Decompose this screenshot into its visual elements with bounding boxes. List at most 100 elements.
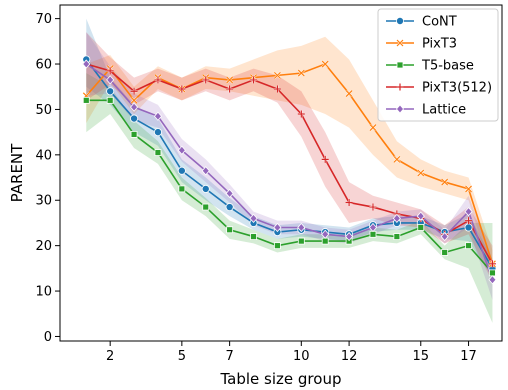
x-tick-label: 5 [178, 349, 186, 364]
y-tick-label: 0 [44, 330, 52, 345]
point-pixt3-512 [273, 85, 281, 93]
legend-item-pixt3-512: PixT3(512) [386, 81, 492, 96]
legend-label: PixT3 [422, 37, 457, 52]
point-t5-base [130, 131, 138, 138]
band-pixt3 [86, 36, 493, 278]
legend-marker [396, 61, 404, 69]
point-pixt3-512 [465, 217, 473, 225]
point-t5-base [321, 237, 329, 245]
legend-marker [396, 39, 404, 47]
point-t5-base [178, 185, 186, 193]
y-tick-label: 10 [35, 285, 52, 300]
point-pixt3-512 [321, 155, 329, 163]
x-axis: 2 5 7 10 12 15 17 [106, 341, 477, 364]
point-pixt3 [369, 124, 377, 132]
legend-label: Lattice [422, 103, 466, 118]
y-tick-label: 50 [35, 103, 52, 118]
legend-item-cont: CoNT [386, 15, 457, 30]
markers-lattice [82, 59, 497, 285]
point-pixt3 [417, 169, 425, 177]
legend-marker [395, 104, 405, 114]
x-tick-label: 2 [106, 349, 114, 364]
point-lattice [368, 222, 378, 233]
point-pixt3 [441, 178, 449, 186]
y-axis-label: PARENT [8, 143, 26, 202]
point-lattice [488, 275, 497, 285]
point-lattice [392, 213, 401, 224]
point-cont [201, 184, 210, 193]
series-markers [82, 55, 497, 285]
point-pixt3-512 [369, 203, 377, 211]
point-pixt3-512 [106, 67, 114, 75]
point-t5-base [489, 269, 496, 277]
x-tick-label: 17 [460, 349, 477, 364]
y-tick-label: 70 [35, 12, 52, 27]
point-lattice [249, 213, 258, 224]
point-lattice [153, 111, 162, 121]
point-lattice [416, 211, 425, 221]
point-t5-base [250, 233, 257, 240]
point-pixt3 [297, 69, 305, 77]
legend-marker [396, 83, 404, 91]
point-cont [153, 128, 162, 137]
point-t5-base [297, 237, 305, 245]
point-lattice [297, 222, 306, 233]
point-cont [130, 114, 139, 123]
y-tick-label: 20 [35, 239, 52, 254]
point-lattice [273, 222, 282, 233]
x-tick-label: 12 [341, 349, 358, 364]
point-pixt3 [393, 155, 401, 163]
point-t5-base [417, 224, 425, 231]
markers-pixt3-512 [82, 60, 496, 268]
point-cont [225, 203, 234, 212]
x-tick-label: 10 [293, 349, 310, 364]
series-lines [85, 59, 494, 280]
y-tick-label: 30 [35, 194, 52, 209]
point-t5-base [441, 249, 449, 256]
point-t5-base [369, 230, 377, 238]
point-pixt3 [345, 90, 353, 97]
point-t5-base [274, 242, 281, 250]
point-lattice [321, 229, 330, 239]
point-t5-base [465, 242, 472, 250]
point-pixt3-512 [154, 76, 162, 84]
point-pixt3-512 [488, 260, 496, 268]
legend-marker [395, 16, 404, 25]
point-lattice [82, 59, 91, 69]
point-pixt3-512 [226, 85, 234, 93]
point-cont [464, 223, 473, 232]
legend-item-pixt3: PixT3 [386, 37, 457, 52]
line-cont [85, 59, 494, 269]
point-pixt3-512 [130, 87, 138, 95]
point-lattice [106, 75, 115, 85]
line-t5-base [86, 99, 494, 274]
point-pixt3 [226, 76, 234, 84]
x-tick-label: 7 [225, 349, 233, 364]
point-pixt3-512 [250, 76, 258, 84]
legend-label: CoNT [422, 15, 457, 30]
band-pixt3-512 [86, 32, 493, 282]
point-pixt3-512 [345, 199, 353, 207]
point-lattice [201, 166, 210, 176]
point-lattice [440, 231, 449, 242]
legend-item-t5-base: T5-base [386, 59, 474, 74]
markers-t5-base [82, 96, 496, 277]
point-t5-base [202, 203, 210, 211]
point-pixt3-512 [202, 76, 210, 84]
x-axis-label: Table size group [220, 370, 342, 388]
point-pixt3-512 [178, 85, 186, 93]
line-lattice [85, 63, 494, 280]
point-pixt3-512 [297, 110, 305, 118]
point-lattice [130, 102, 139, 112]
legend-box [377, 8, 499, 122]
point-lattice [177, 145, 186, 155]
point-cont [177, 166, 186, 175]
line-pixt3-512 [86, 63, 494, 265]
point-pixt3 [130, 96, 138, 104]
point-pixt3 [465, 185, 472, 193]
y-tick-label: 60 [35, 58, 52, 73]
point-t5-base [393, 233, 401, 240]
legend-label: T5-base [421, 59, 474, 74]
legend-item-lattice: Lattice [386, 103, 466, 118]
